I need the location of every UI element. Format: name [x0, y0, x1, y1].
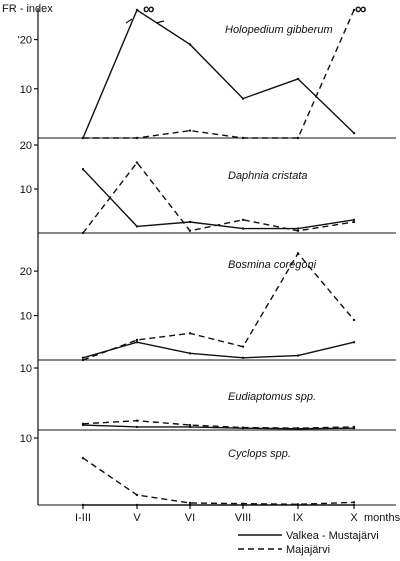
infinity-annotation: ∞	[143, 1, 154, 18]
series-line-valkea-mustaj-rvi	[82, 8, 355, 139]
data-point-majaj-rvi-i-iii	[81, 456, 85, 460]
y-tick-label: 10	[20, 433, 32, 445]
data-point-majaj-rvi-vi	[188, 129, 192, 132]
series-line-majaj-rvi	[82, 161, 355, 234]
data-point-valkea-mustaj-rvi-v	[135, 425, 139, 429]
data-point-majaj-rvi-i-iii	[81, 136, 85, 140]
data-point-majaj-rvi-v	[135, 161, 139, 164]
data-point-valkea-mustaj-rvi-v	[135, 341, 139, 344]
x-tick-label: IX	[293, 512, 304, 524]
data-point-valkea-mustaj-rvi-viii	[241, 356, 245, 359]
series-line-majaj-rvi	[82, 419, 355, 429]
panel-bosmina-coregoni: 10 20 Bosmina coregoni	[20, 252, 396, 362]
data-point-majaj-rvi-viii	[241, 136, 245, 140]
data-point-majaj-rvi-i-iii	[81, 422, 85, 425]
x-tick-label: V	[133, 512, 141, 524]
x-tick-label: X	[350, 512, 358, 524]
panel-title: Bosmina coregoni	[228, 259, 317, 271]
x-tick-label: I-III	[75, 512, 91, 524]
data-point-majaj-rvi-v	[135, 493, 139, 497]
data-point-majaj-rvi-x	[352, 501, 356, 504]
series-line-majaj-rvi	[83, 9, 355, 139]
y-tick-label: '20	[18, 35, 32, 47]
data-point-majaj-rvi-ix	[296, 503, 300, 506]
data-point-majaj-rvi-vi	[188, 423, 192, 427]
data-point-majaj-rvi-x	[352, 318, 356, 322]
y-tick-label: 10	[20, 84, 32, 96]
panel-eudiaptomus-spp: 10 Eudiaptomus spp.	[20, 363, 396, 431]
data-point-majaj-rvi-x	[352, 8, 356, 12]
data-point-valkea-mustaj-rvi-x	[352, 218, 356, 221]
panel-cyclops-spp: 10 Cyclops spp.	[20, 433, 396, 507]
y-tick-label: 10	[20, 363, 32, 375]
panel-holopedium-gibberum: 10 '20 Holopedium gibberum ∞ ∞	[18, 1, 396, 140]
legend-label-majaj-rvi: Majajärvi	[286, 544, 330, 556]
data-point-majaj-rvi-viii	[241, 218, 245, 221]
y-tick-label: 20	[20, 266, 32, 278]
data-point-valkea-mustaj-rvi-x	[352, 341, 356, 344]
data-point-majaj-rvi-vi	[188, 501, 192, 505]
data-point-valkea-mustaj-rvi-vi	[188, 352, 192, 355]
series-line-valkea-mustaj-rvi	[82, 424, 355, 430]
data-point-valkea-mustaj-rvi-v	[135, 225, 139, 228]
chart-panels: 10 '20 Holopedium gibberum ∞ ∞ 10 20 Daphnia cr…	[18, 1, 396, 507]
x-tick-label: VIII	[235, 512, 252, 524]
data-point-majaj-rvi-x	[352, 425, 356, 429]
panel-daphnia-cristata: 10 20 Daphnia cristata	[20, 140, 396, 235]
data-point-majaj-rvi-i-iii	[81, 231, 85, 235]
panel-title: Eudiaptomus spp.	[228, 391, 316, 403]
data-point-majaj-rvi-i-iii	[81, 358, 85, 362]
data-point-valkea-mustaj-rvi-ix	[296, 354, 300, 357]
data-point-majaj-rvi-x	[352, 220, 356, 224]
data-point-majaj-rvi-vi	[188, 229, 192, 232]
series-line-valkea-mustaj-rvi	[82, 341, 355, 359]
y-tick-label: 10	[20, 311, 32, 323]
data-point-majaj-rvi-v	[135, 338, 139, 342]
x-tick-label: VI	[185, 512, 195, 524]
data-point-valkea-mustaj-rvi-i-iii	[81, 168, 85, 171]
data-point-valkea-mustaj-rvi-viii	[241, 227, 245, 230]
panel-title: Cyclops spp.	[228, 448, 291, 460]
legend-label-valkea-mustaj-rvi: Valkea - Mustajärvi	[286, 530, 379, 542]
data-point-valkea-mustaj-rvi-x	[352, 131, 356, 135]
data-point-valkea-mustaj-rvi-ix	[296, 227, 300, 230]
y-tick-label: 20	[20, 140, 32, 152]
data-point-majaj-rvi-viii	[241, 426, 245, 429]
x-axis-label: months	[364, 512, 400, 524]
data-point-majaj-rvi-ix	[296, 426, 300, 430]
data-point-valkea-mustaj-rvi-v	[135, 8, 139, 12]
data-point-valkea-mustaj-rvi-vi	[188, 220, 192, 224]
axis-break-mark	[125, 18, 133, 24]
data-point-valkea-mustaj-rvi-ix	[296, 77, 300, 81]
data-point-majaj-rvi-viii	[241, 345, 245, 348]
data-point-majaj-rvi-v	[135, 419, 139, 422]
infinity-annotation: ∞	[355, 1, 366, 18]
series-line-majaj-rvi	[82, 457, 355, 506]
y-tick-label: 10	[20, 184, 32, 196]
y-axis-label: FR - index	[2, 3, 53, 15]
data-point-majaj-rvi-viii	[241, 502, 245, 505]
data-point-majaj-rvi-v	[135, 136, 139, 140]
data-point-majaj-rvi-ix	[296, 229, 300, 232]
series-line-valkea-mustaj-rvi	[82, 168, 355, 230]
data-point-majaj-rvi-ix	[296, 136, 300, 140]
data-point-majaj-rvi-ix	[296, 252, 300, 255]
legend: Valkea - Mustajärvi Majajärvi	[238, 530, 379, 556]
panel-title: Daphnia cristata	[228, 170, 308, 182]
axis-break-mark	[155, 20, 165, 24]
data-point-valkea-mustaj-rvi-vi	[188, 43, 192, 46]
data-point-valkea-mustaj-rvi-vi	[188, 425, 192, 429]
data-point-valkea-mustaj-rvi-viii	[241, 97, 245, 100]
data-point-majaj-rvi-vi	[188, 332, 192, 335]
data-point-valkea-mustaj-rvi-i-iii	[81, 356, 85, 359]
panel-title: Holopedium gibberum	[225, 24, 333, 36]
